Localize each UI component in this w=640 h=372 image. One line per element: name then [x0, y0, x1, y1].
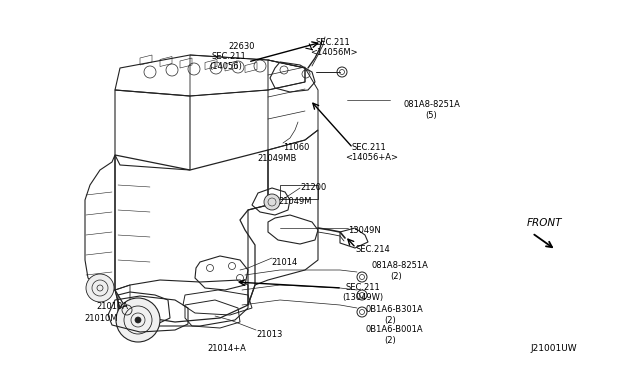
- Text: 21200: 21200: [300, 183, 326, 192]
- Circle shape: [135, 317, 141, 323]
- Text: 081A8-8251A: 081A8-8251A: [404, 100, 461, 109]
- Text: J21001UW: J21001UW: [530, 344, 577, 353]
- Text: 21049MB: 21049MB: [257, 154, 296, 163]
- Text: SEC.211: SEC.211: [211, 52, 246, 61]
- Circle shape: [116, 298, 160, 342]
- Text: FRONT: FRONT: [527, 218, 563, 228]
- Text: 21010A: 21010A: [96, 302, 128, 311]
- Circle shape: [357, 272, 367, 282]
- Circle shape: [357, 290, 367, 300]
- Text: 21049M: 21049M: [278, 197, 312, 206]
- Text: (2): (2): [384, 316, 396, 325]
- Circle shape: [357, 307, 367, 317]
- Circle shape: [337, 67, 347, 77]
- Text: 21013: 21013: [256, 330, 282, 339]
- Text: (2): (2): [384, 336, 396, 345]
- Circle shape: [86, 274, 114, 302]
- Text: 21010M: 21010M: [84, 314, 118, 323]
- Text: SEC.214: SEC.214: [355, 245, 390, 254]
- Text: SEC.211: SEC.211: [345, 283, 380, 292]
- Text: (5): (5): [425, 111, 436, 120]
- Text: 21014: 21014: [271, 258, 297, 267]
- Text: <14056M>: <14056M>: [310, 48, 358, 57]
- Text: <14056+A>: <14056+A>: [345, 153, 398, 162]
- Text: (2): (2): [390, 272, 402, 281]
- Text: 0B1A6-B001A: 0B1A6-B001A: [366, 325, 424, 334]
- Circle shape: [264, 194, 280, 210]
- Text: 081A8-8251A: 081A8-8251A: [372, 261, 429, 270]
- Text: 13049N: 13049N: [348, 226, 381, 235]
- Text: SEC.211: SEC.211: [352, 143, 387, 152]
- Text: (13049W): (13049W): [342, 293, 383, 302]
- Text: 22630: 22630: [228, 42, 255, 51]
- Text: (14056): (14056): [209, 62, 242, 71]
- Text: 11060: 11060: [283, 143, 309, 152]
- Text: SEC.211: SEC.211: [315, 38, 349, 47]
- Text: 21014+A: 21014+A: [207, 344, 246, 353]
- Text: 0B1A6-B301A: 0B1A6-B301A: [366, 305, 424, 314]
